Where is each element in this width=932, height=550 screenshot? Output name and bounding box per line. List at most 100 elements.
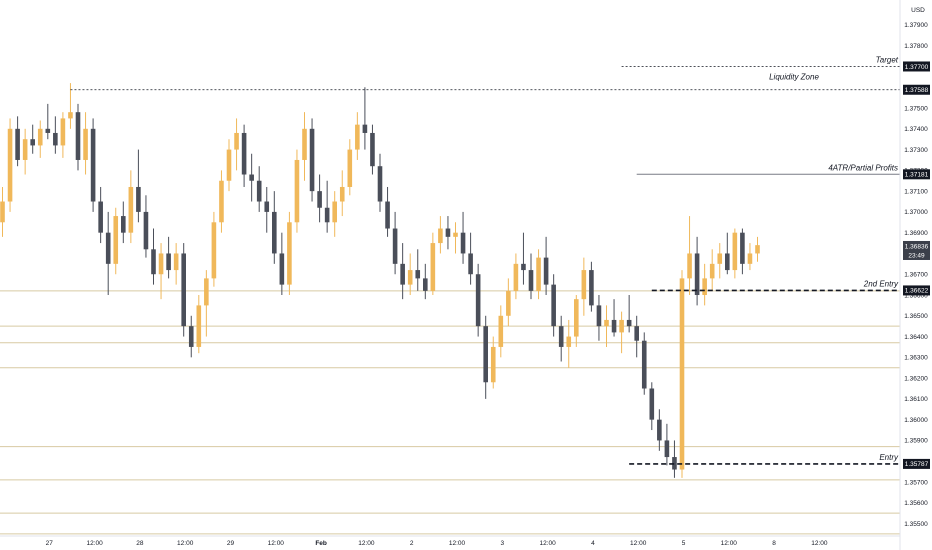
candle-body	[407, 270, 413, 285]
candle-body	[362, 124, 368, 133]
time-tick-label: 3	[500, 540, 504, 547]
candle-body	[53, 132, 58, 146]
candle	[619, 311, 624, 354]
candle-body	[574, 299, 579, 337]
candle-body	[717, 253, 723, 264]
candle-body	[589, 270, 594, 306]
candle	[272, 191, 277, 264]
time-tick-label: 12:00	[630, 540, 647, 547]
time-tick-label: 12:00	[721, 540, 738, 547]
candle-body	[649, 388, 655, 420]
time-tick-label: 29	[227, 540, 235, 547]
price-tag-bg	[903, 458, 930, 469]
candle-body	[732, 232, 738, 271]
currency-label: USD	[911, 7, 925, 14]
candle	[566, 319, 572, 368]
current-price-text: 1.36836	[905, 243, 929, 250]
candle-body	[22, 139, 28, 160]
current-price-bg	[903, 240, 930, 260]
candle	[226, 139, 232, 192]
candle	[204, 270, 209, 337]
candle-body	[755, 245, 760, 254]
candle-body	[445, 228, 451, 237]
candle-body	[355, 124, 360, 150]
candle	[536, 249, 541, 300]
countdown-text: 23:49	[908, 252, 925, 259]
candle-body	[37, 128, 43, 146]
candle	[151, 228, 156, 285]
candle-body	[438, 228, 443, 244]
candle	[521, 232, 526, 285]
candle	[370, 124, 375, 175]
candle-body	[641, 340, 647, 389]
candle-body	[626, 319, 632, 327]
level-price-tag: 1.37181	[903, 169, 930, 180]
price-tick-label: 1.37900	[904, 22, 928, 29]
candle	[113, 207, 119, 275]
candle-body	[226, 149, 232, 181]
candle	[445, 216, 451, 250]
price-tag-text: 1.36622	[905, 288, 929, 295]
price-tick-label: 1.36200	[904, 375, 928, 382]
candle	[687, 216, 692, 296]
candle-body	[596, 305, 602, 327]
candle-body	[679, 278, 685, 470]
candle-body	[709, 263, 715, 279]
candle-body	[219, 180, 224, 223]
candle-body	[377, 166, 383, 202]
candle-body	[566, 336, 572, 347]
candle-body	[75, 112, 81, 160]
current-price-tag: 1.36836 23:49	[903, 240, 930, 260]
candle	[747, 243, 753, 271]
candle	[740, 228, 745, 275]
candle-body	[158, 253, 164, 275]
candle-body	[264, 201, 270, 212]
candle	[188, 315, 194, 358]
level-label: 2nd Entry	[863, 279, 899, 288]
annotation-levels: Target Liquidity Zone 4ATR/Partial Profits…	[70, 55, 900, 465]
price-tick-label: 1.36400	[904, 334, 928, 341]
candle	[234, 118, 239, 171]
candle-body	[143, 211, 149, 250]
time-tick-label: 12:00	[811, 540, 828, 547]
candle	[219, 170, 224, 233]
candle-body	[400, 263, 405, 285]
candle-body	[15, 128, 20, 160]
candle	[694, 236, 700, 306]
candle	[355, 112, 360, 160]
candle-body	[468, 253, 473, 275]
price-tick-label: 1.37800	[904, 43, 928, 50]
candle-body	[498, 315, 504, 347]
candle-body	[747, 253, 753, 264]
candle-body	[370, 132, 375, 167]
candle	[166, 236, 171, 279]
candle	[287, 211, 292, 296]
time-tick-label: 2	[410, 540, 414, 547]
candle	[498, 305, 504, 358]
candle	[181, 243, 186, 337]
time-tick-label: 12:00	[449, 540, 466, 547]
candle-body	[68, 112, 73, 119]
candle-body	[211, 222, 217, 279]
candle	[256, 166, 262, 212]
price-tick-label: 1.37100	[904, 188, 928, 195]
candle	[385, 186, 390, 237]
time-axis[interactable]: 27 12:00 28 12:00 29 12:00 Feb 12:00 2 12:00 3 12:0…	[46, 540, 828, 547]
level-price-tag: 1.37700	[903, 61, 930, 72]
candle	[551, 274, 556, 337]
candle-body	[151, 249, 156, 275]
candle	[581, 257, 587, 316]
candle-body	[128, 186, 134, 233]
candle	[324, 180, 330, 233]
candle-body	[181, 253, 186, 327]
price-tick-label: 1.36300	[904, 355, 928, 362]
candle	[75, 103, 81, 171]
candle-body	[558, 326, 564, 347]
price-tick-label: 1.35600	[904, 500, 928, 507]
candle-body	[453, 232, 458, 237]
candle-body	[234, 132, 239, 150]
time-tick-label: 12:00	[86, 540, 103, 547]
candle	[105, 211, 111, 296]
candle-body	[249, 174, 254, 181]
